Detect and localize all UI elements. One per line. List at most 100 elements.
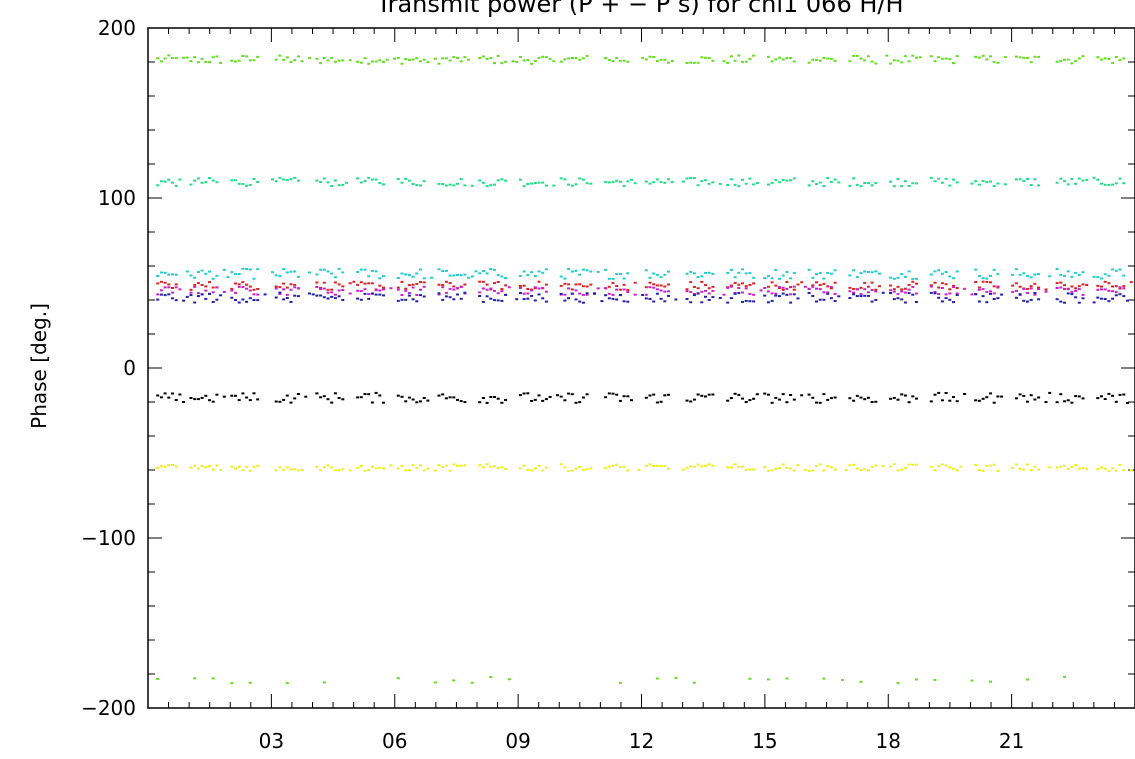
data-point: [1029, 61, 1033, 64]
data-point: [245, 268, 249, 270]
data-point: [378, 284, 382, 287]
data-point: [933, 60, 937, 63]
y-tick-label: 0: [123, 356, 136, 380]
data-point: [955, 181, 959, 184]
data-point: [322, 281, 326, 284]
data-point: [518, 56, 522, 58]
data-point: [833, 178, 837, 181]
data-point: [278, 54, 282, 57]
data-point: [1111, 290, 1115, 293]
data-point: [933, 469, 937, 472]
data-point: [663, 181, 667, 184]
data-point: [411, 398, 415, 401]
data-point: [518, 287, 522, 289]
data-point: [407, 469, 411, 472]
data-point: [826, 465, 830, 468]
data-point: [981, 397, 985, 400]
data-point: [581, 468, 585, 471]
data-point: [171, 464, 174, 466]
data-point: [319, 469, 323, 472]
data-point: [955, 55, 959, 58]
data-point: [322, 681, 326, 684]
data-point: [289, 270, 293, 273]
data-point: [711, 181, 715, 184]
data-point: [485, 283, 489, 286]
data-point: [744, 272, 748, 275]
data-point: [733, 183, 737, 186]
data-point: [940, 463, 944, 466]
data-point: [896, 682, 900, 685]
data-point: [711, 272, 715, 275]
data-point: [829, 180, 833, 183]
x-tick-label: 12: [629, 729, 654, 753]
data-point: [711, 464, 715, 467]
data-point: [929, 291, 933, 294]
data-point: [996, 182, 1000, 185]
data-point: [1070, 275, 1074, 278]
data-point: [341, 59, 345, 62]
data-point: [929, 285, 933, 288]
data-point: [992, 298, 996, 300]
data-point: [1063, 284, 1066, 287]
data-point: [900, 298, 904, 301]
data-point: [230, 682, 234, 685]
data-point: [248, 183, 252, 186]
data-point: [792, 271, 796, 274]
data-point: [478, 291, 482, 294]
data-point: [293, 468, 297, 471]
data-point: [496, 54, 500, 57]
data-point: [200, 269, 204, 272]
data-point: [1085, 467, 1089, 470]
data-point: [818, 181, 822, 184]
data-point: [234, 299, 237, 301]
data-point: [171, 273, 174, 276]
data-point: [345, 181, 348, 184]
data-point: [815, 300, 818, 303]
data-point: [1092, 176, 1096, 179]
data-point: [541, 287, 545, 289]
data-point: [537, 287, 541, 290]
data-point: [271, 178, 274, 181]
data-point: [889, 284, 893, 287]
data-point: [456, 398, 459, 401]
data-point: [159, 289, 163, 292]
data-point: [626, 272, 630, 275]
data-point: [1026, 275, 1029, 278]
data-point: [578, 300, 582, 303]
data-point: [200, 293, 204, 296]
data-point: [585, 393, 589, 396]
data-point: [1118, 59, 1122, 62]
data-point: [208, 177, 211, 179]
data-point: [907, 270, 911, 273]
data-point: [700, 56, 704, 59]
data-point: [326, 59, 330, 62]
data-point: [707, 287, 711, 290]
data-point: [626, 180, 630, 183]
data-point: [541, 55, 545, 58]
data-point: [1029, 287, 1033, 290]
data-point: [156, 298, 160, 301]
data-point: [348, 292, 352, 295]
data-point: [511, 60, 515, 63]
data-point: [396, 288, 400, 291]
data-point: [807, 268, 811, 271]
data-point: [781, 463, 785, 466]
data-point: [1085, 284, 1089, 286]
data-point: [541, 181, 545, 184]
data-point: [785, 56, 789, 59]
data-point: [822, 282, 826, 285]
data-point: [274, 274, 278, 277]
data-point: [359, 281, 363, 284]
data-point: [1114, 182, 1118, 185]
data-point: [485, 58, 489, 60]
data-point: [1074, 182, 1078, 185]
data-point: [948, 275, 952, 278]
data-point: [863, 294, 867, 297]
data-point: [952, 284, 955, 287]
data-point: [308, 271, 311, 274]
data-point: [611, 181, 615, 184]
data-point: [866, 285, 870, 288]
data-point: [241, 298, 245, 301]
data-point: [282, 58, 286, 61]
data-point: [159, 396, 163, 399]
